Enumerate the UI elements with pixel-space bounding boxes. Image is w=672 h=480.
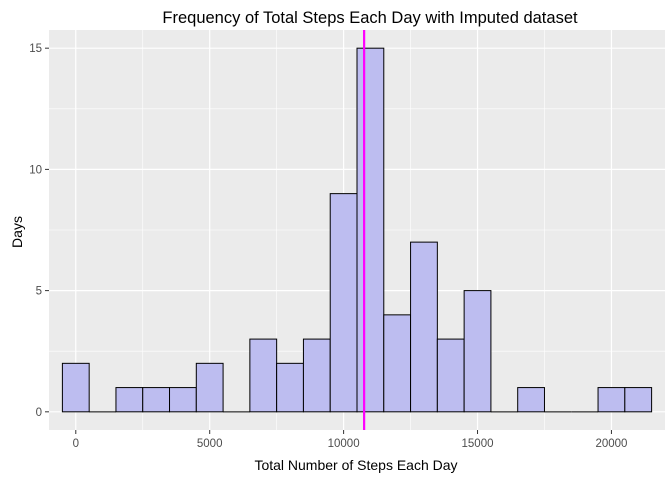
histogram-bar <box>383 314 412 413</box>
y-tick-label: 15 <box>29 43 42 55</box>
x-tick-label: 5000 <box>197 438 223 450</box>
histogram-bar <box>169 387 197 413</box>
histogram-bar <box>410 241 438 413</box>
axes: 0 5000 10000 15000 20000 0 5 10 15 <box>29 43 627 450</box>
histogram-bar <box>115 387 144 413</box>
x-axis-title: Total Number of Steps Each Day <box>254 457 457 473</box>
histogram-bar <box>61 362 90 413</box>
histogram-bar <box>142 387 171 413</box>
histogram-bar <box>597 387 626 413</box>
histogram-bar <box>302 338 331 413</box>
x-tick-label: 20000 <box>595 438 627 450</box>
histogram-bar <box>249 338 278 413</box>
histogram-bar <box>624 387 653 413</box>
histogram-bar <box>356 47 385 413</box>
x-tick-label: 15000 <box>462 438 494 450</box>
chart-title: Frequency of Total Steps Each Day with I… <box>162 9 578 27</box>
x-tick-label: 0 <box>73 438 79 450</box>
y-tick-label: 10 <box>29 164 42 176</box>
histogram-bars <box>61 47 653 413</box>
histogram-bar <box>195 362 224 413</box>
histogram-bar <box>463 290 492 413</box>
y-tick-label: 5 <box>36 286 42 298</box>
y-axis-title: Days <box>9 216 25 248</box>
x-tick-label: 10000 <box>328 438 360 450</box>
histogram-bar <box>517 387 545 413</box>
histogram-bar <box>329 193 358 413</box>
y-tick-label: 0 <box>36 407 42 419</box>
histogram-bar <box>436 338 465 413</box>
histogram-bar <box>276 362 304 413</box>
